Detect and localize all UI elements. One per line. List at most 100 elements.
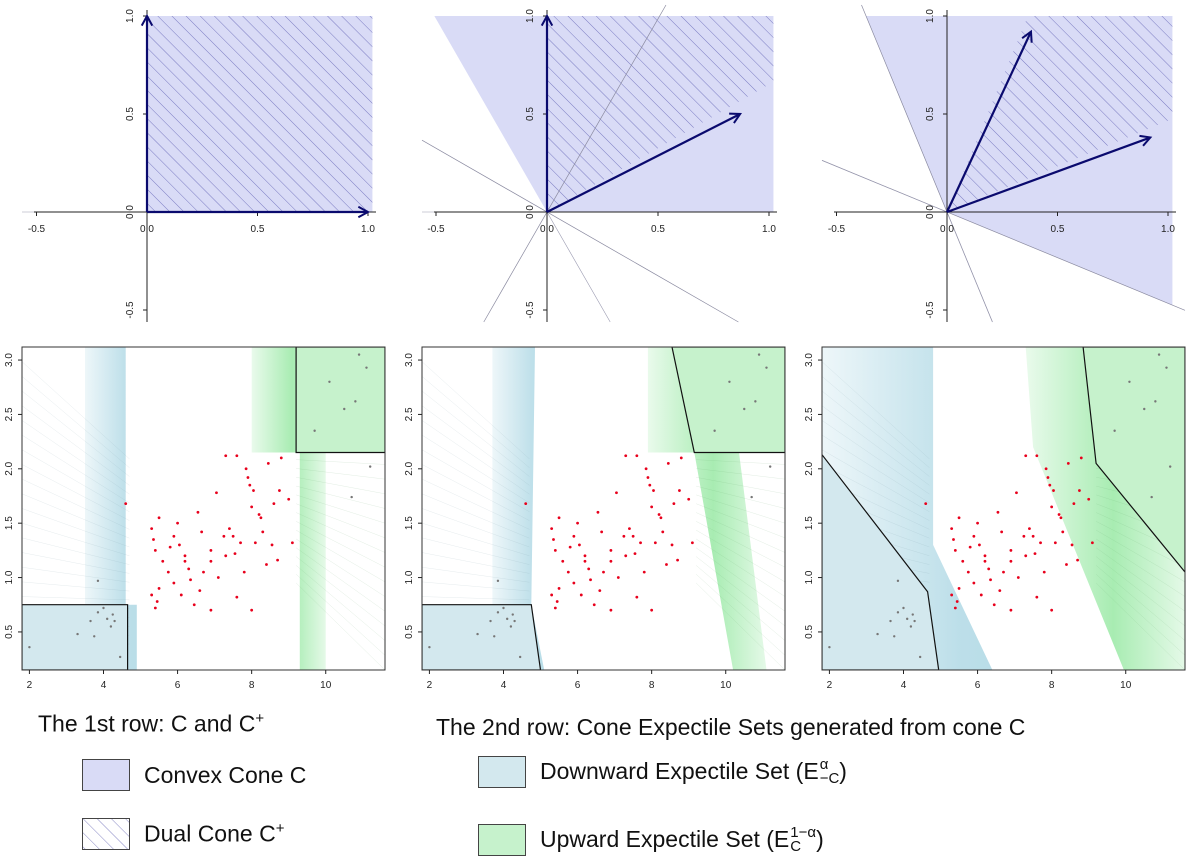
x-tick-label: 0.5 (251, 224, 265, 235)
fan-line (822, 376, 930, 468)
data-point (244, 467, 248, 471)
data-point (950, 593, 954, 597)
downward-swatch (478, 756, 526, 788)
data-point (1031, 534, 1035, 538)
data-point (153, 606, 157, 610)
data-point (496, 579, 500, 583)
data-point (550, 527, 554, 531)
data-point (166, 570, 170, 574)
x-tick-label: -0.5 (28, 224, 46, 235)
data-point (1002, 570, 1005, 574)
data-point (972, 534, 976, 538)
downward-supsub: α −C (819, 756, 840, 788)
data-point (1150, 495, 1153, 499)
x-tick-label: 6 (575, 680, 581, 691)
data-point (950, 527, 954, 531)
x-tick-label: 0.5 (1051, 224, 1065, 235)
fan-line (22, 449, 130, 512)
arrow-head (140, 13, 154, 27)
data-point (557, 587, 561, 590)
data-point (428, 645, 431, 649)
data-point (287, 497, 291, 501)
x-tick-label: 8 (649, 680, 655, 691)
panel-content (822, 347, 1185, 670)
data-point (1113, 429, 1116, 432)
fan-line (1096, 530, 1185, 583)
fan-line (422, 390, 530, 477)
data-point (978, 543, 981, 547)
data-point (1065, 563, 1068, 566)
data-point (233, 552, 237, 556)
data-point (493, 635, 496, 638)
data-point (983, 559, 987, 563)
data-point (511, 613, 514, 616)
data-point (653, 541, 657, 545)
fan-line (22, 376, 130, 468)
arrow-head (729, 112, 743, 124)
arrow-head (1021, 29, 1033, 43)
data-point (1128, 380, 1131, 384)
upward-swatch (478, 824, 526, 856)
data-point (992, 603, 996, 607)
data-point (189, 578, 192, 582)
data-point (587, 567, 591, 571)
fan-line (296, 582, 385, 670)
fan-line (22, 361, 130, 460)
data-point (509, 625, 513, 628)
data-point (743, 407, 746, 411)
y-tick-label: 2.0 (404, 461, 415, 475)
fan-line (422, 464, 530, 521)
downward-sub: −C (819, 770, 840, 788)
data-point (250, 608, 254, 612)
data-point (979, 593, 983, 597)
data-point (261, 530, 265, 534)
row1-caption-sup: + (255, 710, 265, 727)
x-tick-label: 4 (501, 680, 507, 691)
data-point (616, 576, 620, 579)
data-point (568, 545, 572, 549)
fan-line (696, 565, 785, 641)
data-point (518, 655, 522, 659)
generator-extension (821, 160, 948, 213)
x-tick-label: 1.0 (762, 224, 776, 235)
fan-line (22, 479, 130, 530)
x-tick-label: 8 (1049, 680, 1055, 691)
downward-sup: α (819, 756, 829, 774)
data-point (239, 541, 242, 545)
data-point (246, 476, 250, 479)
data-point (1050, 505, 1054, 509)
data-point (168, 545, 172, 549)
fan-line (296, 459, 385, 465)
data-point (1033, 552, 1037, 556)
data-point (661, 530, 665, 534)
data-point (924, 502, 928, 506)
data-point (828, 645, 831, 649)
plot-frame (21, 346, 386, 671)
data-point (666, 461, 670, 465)
data-point (622, 534, 626, 538)
upward-expectile-set (671, 347, 785, 454)
data-point (592, 603, 596, 607)
fan-line (422, 479, 530, 530)
y-tick-label: 2.0 (804, 461, 815, 475)
data-point (209, 559, 213, 563)
y-tick-label: 2.5 (804, 407, 815, 421)
cone-panel-1: -0.5 0.0 0.5 1.0 -0.5 0.0 0.5 1.0 (22, 9, 376, 322)
y-tick-label: 0.5 (4, 625, 15, 639)
fan-line (822, 405, 930, 486)
data-point (555, 600, 559, 603)
dual-cone-sup: + (275, 820, 285, 838)
y-tick-label: 2.0 (4, 461, 15, 475)
fan-line (422, 493, 530, 539)
data-point (646, 476, 650, 479)
data-point (957, 516, 961, 520)
data-point (578, 543, 581, 547)
fan-line (422, 537, 530, 565)
y-tick-label: -0.5 (125, 301, 136, 319)
y-tick-label: 0.5 (525, 107, 536, 121)
fan-line (696, 547, 785, 612)
data-point (615, 491, 618, 495)
data-point (187, 567, 191, 571)
fan-line (696, 556, 785, 627)
fan-line (296, 494, 385, 524)
